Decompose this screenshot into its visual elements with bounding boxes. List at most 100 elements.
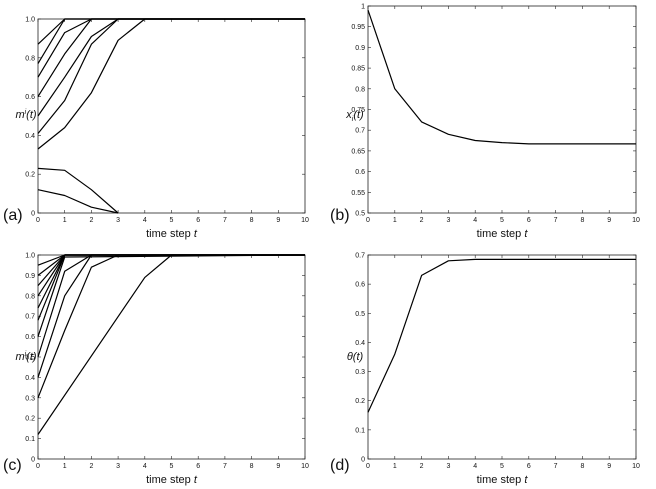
series-line [37, 254, 305, 358]
series-line [37, 254, 305, 286]
y-tick-label: 0 [31, 457, 35, 464]
x-tick-label: 3 [116, 463, 120, 470]
y-tick-label: 0.7 [25, 314, 35, 321]
series-line [367, 9, 636, 145]
x-tick-label: 1 [63, 463, 67, 470]
panel-label: (c) [3, 457, 22, 474]
x-tick-label: 1 [393, 217, 397, 224]
series-line [367, 258, 636, 413]
y-tick-label: 0.8 [25, 293, 35, 300]
x-tick-label: 2 [89, 463, 93, 470]
axes-frame [367, 5, 637, 214]
x-tick-label: 8 [580, 217, 584, 224]
panel: 0 1 2 3 4 5 6 7 8 9 10 0 0.1 0.2 0.3 0.4 0.5 0.6 0.7 time s… [330, 253, 640, 487]
series-line [37, 18, 305, 45]
axes-frame [37, 254, 306, 460]
y-tick-label: 0.9 [355, 45, 365, 52]
x-tick-label: 0 [366, 217, 370, 224]
y-tick-label: 1.0 [25, 253, 35, 260]
y-tick-label: 0.6 [355, 282, 365, 289]
y-tick-label: 0.1 [25, 436, 35, 443]
x-tick-label: 5 [500, 217, 504, 224]
x-tick-label: 5 [170, 463, 174, 470]
y-tick-label: 0.7 [355, 128, 365, 135]
series-line [37, 254, 305, 378]
x-tick-label: 4 [473, 217, 477, 224]
y-tick-label: 0.2 [25, 416, 35, 423]
x-tick-label: 2 [420, 217, 424, 224]
axes-frame [37, 18, 306, 214]
y-tick-label: 0.4 [25, 375, 35, 382]
y-tick-label: 0.4 [355, 340, 365, 347]
panel: 0 1 2 3 4 5 6 7 8 9 10 0.5 0.55 0.6 0.65 0.7 0.75 0.8 0.85… [330, 4, 640, 241]
x-tick-label: 8 [250, 463, 254, 470]
x-tick-label: 8 [580, 463, 584, 470]
panel: 0 1 2 3 4 5 6 7 8 9 10 0 0.1 0.2 0.3 0.4 0.5 0.6 0.7 0.8 0.9… [3, 253, 309, 487]
y-tick-label: 1 [361, 4, 365, 11]
x-tick-label: 10 [632, 463, 640, 470]
y-tick-label: 0.5 [25, 355, 35, 362]
x-tick-label: 5 [170, 217, 174, 224]
series-line [37, 18, 305, 150]
series-line [37, 254, 305, 276]
x-tick-label: 0 [366, 463, 370, 470]
y-tick-label: 0 [361, 457, 365, 464]
y-tick-label: 0.2 [25, 172, 35, 179]
x-tick-label: 10 [632, 217, 640, 224]
y-tick-label: 0 [31, 211, 35, 218]
series-line [37, 254, 305, 435]
y-tick-label: 1.0 [25, 17, 35, 24]
y-tick-label: 0.1 [355, 427, 365, 434]
series-line [37, 189, 119, 214]
y-tick-label: 0.3 [25, 395, 35, 402]
y-axis-label: θ(t) [347, 351, 364, 363]
x-tick-label: 10 [301, 463, 309, 470]
x-tick-label: 4 [143, 463, 147, 470]
x-tick-label: 2 [89, 217, 93, 224]
x-tick-label: 4 [143, 217, 147, 224]
y-tick-label: 0.9 [25, 273, 35, 280]
x-tick-label: 7 [223, 463, 227, 470]
y-axis-label: mi(t) [15, 351, 36, 363]
x-axis-label: time step t [146, 228, 198, 240]
x-tick-label: 9 [276, 463, 280, 470]
x-tick-label: 7 [554, 217, 558, 224]
x-tick-label: 6 [196, 217, 200, 224]
y-tick-label: 0.8 [355, 86, 365, 93]
y-tick-label: 0.85 [351, 66, 365, 73]
series-line [37, 254, 306, 337]
x-axis-label: time step t [146, 474, 198, 486]
axes-frame [367, 254, 637, 460]
series-line [37, 18, 305, 78]
y-tick-label: 0.7 [355, 253, 365, 260]
x-tick-label: 1 [63, 217, 67, 224]
panel-label: (d) [330, 457, 350, 474]
series-line [37, 18, 305, 117]
x-tick-label: 4 [473, 463, 477, 470]
x-tick-label: 3 [446, 217, 450, 224]
y-tick-label: 0.75 [351, 107, 365, 114]
x-tick-label: 7 [554, 463, 558, 470]
y-tick-label: 0.55 [351, 190, 365, 197]
series-line [37, 167, 119, 214]
x-tick-label: 7 [223, 217, 227, 224]
panel-label: (b) [330, 207, 350, 224]
x-tick-label: 2 [420, 463, 424, 470]
x-tick-label: 9 [607, 463, 611, 470]
x-tick-label: 1 [393, 463, 397, 470]
x-tick-label: 8 [250, 217, 254, 224]
y-tick-label: 0.6 [25, 94, 35, 101]
y-tick-label: 0.2 [355, 398, 365, 405]
panel: 0 1 2 3 4 5 6 7 8 9 10 0 0.2 0.4 0.6 0.8 1.0 time step t m… [3, 17, 309, 241]
x-tick-label: 6 [527, 217, 531, 224]
y-tick-label: 0.4 [25, 133, 35, 140]
x-tick-label: 6 [196, 463, 200, 470]
series-line [37, 254, 305, 321]
x-tick-label: 0 [36, 463, 40, 470]
x-tick-label: 9 [276, 217, 280, 224]
y-tick-label: 0.6 [355, 169, 365, 176]
panel-label: (a) [3, 207, 23, 224]
y-tick-label: 0.6 [25, 334, 35, 341]
x-tick-label: 0 [36, 217, 40, 224]
